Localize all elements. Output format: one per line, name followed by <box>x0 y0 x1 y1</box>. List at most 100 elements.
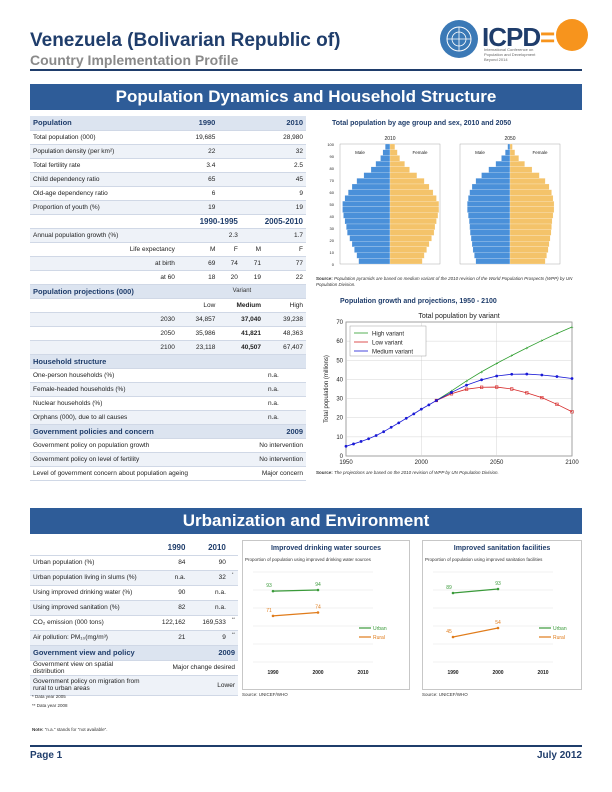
pyramid-2010: 2010 Male Female <box>339 136 441 265</box>
pyramid-year-label: 2050 <box>504 136 515 142</box>
x-tick-label: 2000 <box>492 670 503 676</box>
x-tick-label: 1950 <box>339 460 353 466</box>
pyramid-bar-female <box>389 195 437 202</box>
pyramid-bar-male <box>351 241 391 247</box>
pyramid-bar-female <box>509 161 525 167</box>
report-date: July 2012 <box>536 750 582 761</box>
pyramid-bar-male <box>467 206 511 213</box>
pyramid-bar-male <box>342 201 391 207</box>
x-tick-label: 2000 <box>415 460 429 466</box>
pyramid-bar-female <box>389 229 435 236</box>
pyramid-bar-female <box>389 149 398 156</box>
data-point <box>435 399 438 402</box>
legend-label: Urban <box>553 626 567 632</box>
y-tick-label: 60 <box>336 339 343 345</box>
pyramid-bar-male <box>380 155 391 162</box>
pyramid-bar-male <box>469 223 511 230</box>
water-chart: 1990 2000 2010 93 94 Urban 71 74 Rural <box>253 571 387 676</box>
table-row: Child dependency ratio 65 45 <box>30 172 306 187</box>
pyramid-bar-female <box>509 195 554 202</box>
data-point <box>316 611 320 614</box>
age-tick-label: 30 <box>330 226 335 231</box>
legend-label: High variant <box>372 332 404 338</box>
x-tick-label: 2100 <box>565 460 579 466</box>
table-row: Annual population growth (%) 2.3 1.7 <box>30 228 306 243</box>
x-tick-label: 2010 <box>357 670 368 676</box>
pyramid-bar-male <box>344 195 391 202</box>
icpd-logo-subtext: International Conference on Population a… <box>484 47 536 62</box>
icpd-orange-logo-icon <box>556 19 588 51</box>
data-label: 71 <box>266 608 272 614</box>
period-1990-1995: 1990-1995 <box>177 214 241 229</box>
legend-label: Low variant <box>372 341 403 347</box>
x-tick-label: 1990 <box>447 670 458 676</box>
pyramid-bar-female <box>389 218 437 225</box>
data-point: + <box>480 370 483 376</box>
data-label: 93 <box>266 583 272 589</box>
pyramid-bar-male <box>475 178 511 185</box>
age-tick-label: 60 <box>330 190 335 195</box>
data-point <box>540 396 544 400</box>
pyramid-bar-female <box>389 201 440 207</box>
series-line <box>345 373 573 447</box>
pyramid-bar-female <box>509 223 552 230</box>
pyramid-male-label: Male <box>475 150 485 155</box>
data-point <box>271 589 275 593</box>
pyramid-bar-female <box>509 246 549 253</box>
data-point <box>419 407 423 411</box>
age-tick-label: 90 <box>330 154 335 159</box>
table-row: Total fertility rate 3.4 2.5 <box>30 158 306 173</box>
data-point <box>316 588 320 592</box>
pyramid-bar-female <box>389 166 410 173</box>
sanitation-source: Source: UNICEF/WHO <box>422 692 468 697</box>
pyramid-bar-female <box>389 246 427 253</box>
table-row: 2050 35,986 41,821 48,363 <box>30 326 306 341</box>
population-header: Population <box>30 116 178 131</box>
pyramid-bar-female <box>509 241 550 247</box>
growth-source: Source: The projections are based on the… <box>316 470 499 475</box>
pyramid-bar-male <box>495 161 511 167</box>
age-tick-label: 80 <box>330 166 335 171</box>
footer-divider <box>30 745 582 747</box>
sanitation-chart-subtitle: Proportion of population using improved … <box>425 557 543 562</box>
data-point <box>510 372 514 376</box>
pyramid-bar-female <box>389 235 432 242</box>
pyramid-bar-female <box>389 183 430 190</box>
data-point <box>495 385 499 389</box>
data-point <box>525 391 529 395</box>
water-chart-panel: Improved drinking water sources Proporti… <box>242 540 410 690</box>
pyramid-bar-female <box>389 252 425 259</box>
y-tick-label: 50 <box>336 358 343 364</box>
section-title-population: Population Dynamics and Household Struct… <box>30 84 582 110</box>
data-point <box>555 375 559 378</box>
data-label: 74 <box>315 605 321 611</box>
pyramid-bar-male <box>363 172 391 179</box>
data-point <box>570 410 574 414</box>
y-tick-label: 70 <box>336 320 343 326</box>
data-point <box>451 591 455 595</box>
pyramid-bar-male <box>472 246 511 253</box>
water-chart-subtitle: Proportion of population using improved … <box>245 557 371 562</box>
pyramid-bar-female <box>509 172 540 179</box>
table-row: at birth 69 74 71 77 <box>30 256 306 271</box>
table-row: Level of government concern about popula… <box>30 466 306 481</box>
pyramid-bar-female <box>509 235 551 242</box>
na-note: Note: "n.a." stands for "not available". <box>32 727 108 732</box>
footnote-2008: ** Data year 2008 <box>32 703 68 708</box>
sanitation-chart-title: Improved sanitation facilities <box>453 545 551 552</box>
un-emblem-icon <box>440 20 478 58</box>
data-point <box>480 378 483 382</box>
pyramid-bar-male <box>385 143 391 150</box>
pyramid-bar-male <box>343 212 391 219</box>
data-label: 94 <box>315 582 321 588</box>
table-row: Using improved sanitation (%) 82 n.a. <box>30 600 238 616</box>
pyramid-year-label: 2010 <box>384 136 395 142</box>
pyramid-bar-male <box>342 206 391 213</box>
table-row: 2030 34,857 37,040 39,238 <box>30 312 306 327</box>
table-row: Life expectancy M F M F <box>30 242 306 257</box>
pyramid-2050: 2050 Male Female <box>459 136 561 265</box>
data-point <box>412 412 416 416</box>
pyramid-bar-female <box>509 229 552 236</box>
